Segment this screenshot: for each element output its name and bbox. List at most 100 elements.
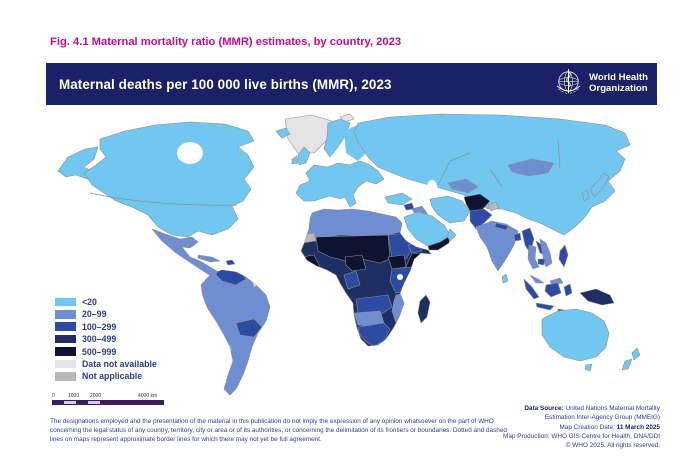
world-map <box>40 108 665 400</box>
country-united-kingdom <box>297 146 311 166</box>
map-source-block: Data Source: United Nations Maternal Mor… <box>440 404 660 450</box>
who-logo-text: World Health Organization <box>589 72 648 94</box>
source-line: © WHO 2025. All rights reserved. <box>565 442 660 450</box>
country-philippines <box>558 244 569 268</box>
map-legend: <20 20–99 100–299 300–499 500–999 Data n… <box>55 297 157 384</box>
legend-swatch-no-data <box>55 359 76 369</box>
map-scale-bar: 0 1000 2000 4000 km <box>52 393 177 407</box>
legend-item: Data not available <box>55 359 157 369</box>
asia-internal-borders <box>437 138 561 188</box>
country-bolivia <box>235 318 263 338</box>
scale-bar-track <box>52 400 164 405</box>
legend-item: Not applicable <box>55 371 157 381</box>
legend-swatch-100-299 <box>55 322 76 332</box>
country-turkey <box>384 192 413 206</box>
legend-swatch-500-999 <box>55 347 76 356</box>
scale-tick: 2000 <box>90 393 102 399</box>
region-congo-gabon <box>343 270 361 290</box>
country-canada-usa <box>83 121 255 238</box>
legend-swatch-300-499 <box>55 334 76 344</box>
country-nigeria <box>344 254 367 272</box>
country-indonesia-borneo <box>544 282 562 298</box>
country-haiti <box>225 259 236 266</box>
country-ireland <box>291 155 299 165</box>
legend-label: Not applicable <box>82 371 143 382</box>
legend-label: 100–299 <box>82 321 117 332</box>
legend-label: <20 <box>82 297 97 307</box>
country-indonesia-java <box>535 302 555 311</box>
legend-label: 20–99 <box>82 309 107 320</box>
figure-caption: Fig. 4.1 Maternal mortality ratio (MMR) … <box>50 36 402 48</box>
map-title-banner: Maternal deaths per 100 000 live births … <box>46 63 657 105</box>
country-bangladesh <box>513 232 522 242</box>
caspian-sea <box>426 180 438 198</box>
country-madagascar <box>417 294 431 324</box>
source-line: Map Production: WHO GIS Centre for Healt… <box>503 432 660 440</box>
country-australia <box>541 308 610 362</box>
country-yemen <box>427 235 451 251</box>
legend-item: 300–499 <box>55 334 157 344</box>
country-cuba <box>197 254 221 263</box>
country-western-sahara <box>301 232 317 244</box>
legend-item: 500–999 <box>55 347 157 357</box>
hudson-bay <box>177 142 203 164</box>
region-kashmir <box>487 201 500 212</box>
who-logo: World Health Organization <box>554 67 657 101</box>
source-line: Map Creation Date: 11 March 2025 <box>559 423 660 431</box>
country-south-sudan <box>387 254 407 270</box>
lake-victoria <box>397 274 403 280</box>
country-sri-lanka <box>501 273 509 284</box>
country-japan <box>589 172 610 198</box>
country-cambodia <box>537 258 546 266</box>
legend-item: <20 <box>55 297 157 307</box>
region-central-asia <box>447 178 479 194</box>
legend-label: 500–999 <box>82 346 117 357</box>
who-emblem-icon <box>554 67 583 101</box>
country-indonesia-sulawesi <box>563 283 573 297</box>
region-east-africa <box>389 266 417 294</box>
legend-label: 300–499 <box>82 334 117 345</box>
country-greenland <box>284 114 333 154</box>
legend-item: 20–99 <box>55 309 157 319</box>
country-papua-new-guinea <box>579 288 615 306</box>
map-title: Maternal deaths per 100 000 live births … <box>59 76 392 92</box>
country-oman <box>446 228 457 242</box>
country-malaysia-borneo <box>549 277 564 286</box>
region-angola-zambia <box>355 294 393 316</box>
country-pakistan <box>469 208 493 230</box>
country-tasmania <box>584 363 593 372</box>
country-malaysia <box>529 274 545 284</box>
legend-label: Data not available <box>82 358 157 369</box>
country-new-zealand-north <box>631 347 641 361</box>
us-canada-border <box>89 192 238 206</box>
country-vietnam <box>539 238 553 268</box>
country-mexico-central-america <box>151 228 227 282</box>
country-south-korea <box>581 189 590 202</box>
country-mongolia <box>507 158 555 177</box>
source-line: Data Source: United Nations Maternal Mor… <box>524 405 660 412</box>
world-map-svg <box>57 113 641 396</box>
legend-swatch-lt20 <box>55 297 76 307</box>
country-south-africa <box>357 322 391 346</box>
legend-swatch-20-99 <box>55 310 76 319</box>
country-india <box>475 220 519 272</box>
country-thailand <box>527 244 540 270</box>
country-saudi-arabia <box>403 211 451 247</box>
region-europe-mainland <box>295 160 385 208</box>
country-iceland <box>275 127 291 139</box>
country-uruguay <box>253 352 265 364</box>
region-south-america <box>200 269 271 396</box>
black-sea <box>383 183 401 193</box>
source-line: Estimation Inter-Agency Group (MMEIG) <box>544 414 660 422</box>
country-iran <box>429 195 471 224</box>
scale-tick: 1000 <box>68 393 80 399</box>
region-scandinavia <box>323 118 351 158</box>
country-indonesia-sumatra <box>523 278 540 300</box>
map-disclaimer: The designations employed and the presen… <box>50 418 507 443</box>
scale-tick: 0 <box>52 393 55 399</box>
country-new-zealand-south <box>621 358 633 371</box>
region-russia-china <box>353 113 631 236</box>
scale-tick: 4000 km <box>138 393 158 399</box>
legend-item: 100–299 <box>55 322 157 332</box>
